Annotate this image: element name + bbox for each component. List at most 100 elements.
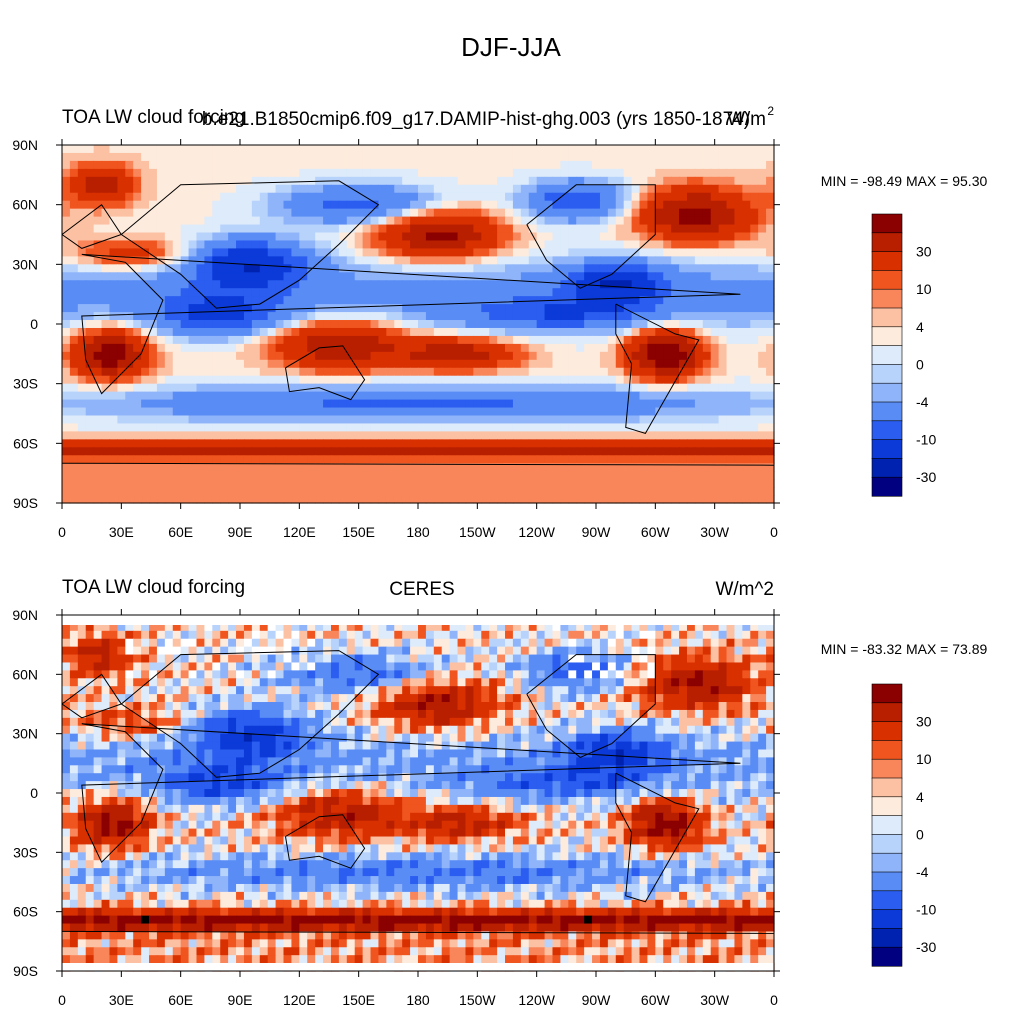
heatmap-cell [299,216,308,226]
heatmap-cell [726,224,736,234]
heatmap-cell [259,646,269,656]
heatmap-cell [441,622,451,632]
heatmap-cell [758,630,767,640]
y-tick-label: 90S [13,495,38,511]
heatmap-cell [267,320,277,329]
heatmap-cell [631,192,641,202]
heatmap-cell [180,495,190,504]
heatmap-cell [702,391,712,401]
heatmap-cell [117,240,126,250]
heatmap-cell [370,423,380,432]
heatmap-cell [378,335,387,345]
heatmap-cell [69,415,79,425]
heatmap-cell [125,367,134,377]
heatmap-cell [243,479,253,488]
heatmap-cell [489,670,498,679]
heatmap-cell [726,375,736,385]
heatmap-cell [386,495,395,504]
heatmap-cell [560,399,569,409]
heatmap-cell [164,184,174,194]
heatmap-cell [528,176,538,186]
heatmap-cell [378,375,387,385]
heatmap-cell [592,304,601,313]
heatmap-cell [259,304,269,313]
heatmap-cell [259,312,269,321]
heatmap-cell [93,200,103,210]
heatmap-cell [758,375,767,385]
heatmap-cell [544,152,554,162]
heatmap-cell [315,208,324,218]
heatmap-cell [117,280,126,289]
heatmap-cell [77,686,87,695]
heatmap-cell [528,272,538,281]
heatmap-cell [481,232,490,242]
heatmap-cell [354,232,364,242]
heatmap-cell [236,686,245,695]
heatmap-cell [251,367,261,377]
heatmap-cell [251,662,261,671]
heatmap-cell [101,367,111,377]
heatmap-cell [663,224,672,234]
heatmap-cell [694,224,704,234]
heatmap-cell [394,224,403,234]
heatmap-cell [299,455,308,464]
heatmap-cell [196,399,205,409]
heatmap-cell [718,662,728,671]
heatmap-cell [766,654,775,664]
heatmap-cell [473,208,482,218]
heatmap-cell [378,320,387,329]
heatmap-cell [323,495,332,504]
heatmap-cell [686,304,696,313]
heatmap-cell [742,455,751,464]
heatmap-cell [228,280,237,289]
heatmap-cell [101,160,111,170]
heatmap-cell [283,662,293,671]
heatmap-cell [726,654,736,664]
heatmap-cell [758,471,767,480]
heatmap-cell [386,415,395,425]
heatmap-cell [679,312,688,321]
heatmap-cell [576,168,585,178]
heatmap-cell [584,375,593,385]
heatmap-cell [631,152,641,162]
colorbar-label: -10 [916,432,936,448]
heatmap-cell [718,359,728,369]
heatmap-cell [505,160,514,170]
heatmap-cell [62,280,71,289]
heatmap-cell [338,312,348,321]
heatmap-cell [607,415,617,425]
heatmap-cell [592,463,601,472]
heatmap-cell [679,391,688,401]
heatmap-cell [568,638,577,648]
heatmap-cell [473,487,482,496]
heatmap-cell [204,431,213,440]
heatmap-cell [77,296,87,305]
heatmap-cell [362,662,372,671]
heatmap-cell [299,662,308,671]
heatmap-cell [315,200,324,210]
heatmap-cell [394,304,403,313]
heatmap-cell [584,152,593,162]
heatmap-cell [647,399,656,409]
heatmap-cell [62,200,71,210]
heatmap-cell [315,184,324,194]
heatmap-cell [69,654,79,664]
heatmap-cell [520,184,530,194]
heatmap-cell [370,662,380,671]
heatmap-cell [117,375,126,385]
heatmap-cell [180,670,190,679]
heatmap-cell [77,327,87,337]
heatmap-cell [418,320,427,329]
heatmap-cell [758,168,767,178]
heatmap-cell [93,463,103,472]
heatmap-cell [481,152,490,162]
heatmap-cell [62,216,71,226]
heatmap-cell [394,463,403,472]
heatmap-cell [220,184,229,194]
heatmap-cell [62,678,71,687]
heatmap-cell [69,288,79,297]
heatmap-cell [117,192,126,202]
heatmap-cell [560,622,569,632]
heatmap-cell [212,184,221,194]
heatmap-cell [631,646,641,656]
